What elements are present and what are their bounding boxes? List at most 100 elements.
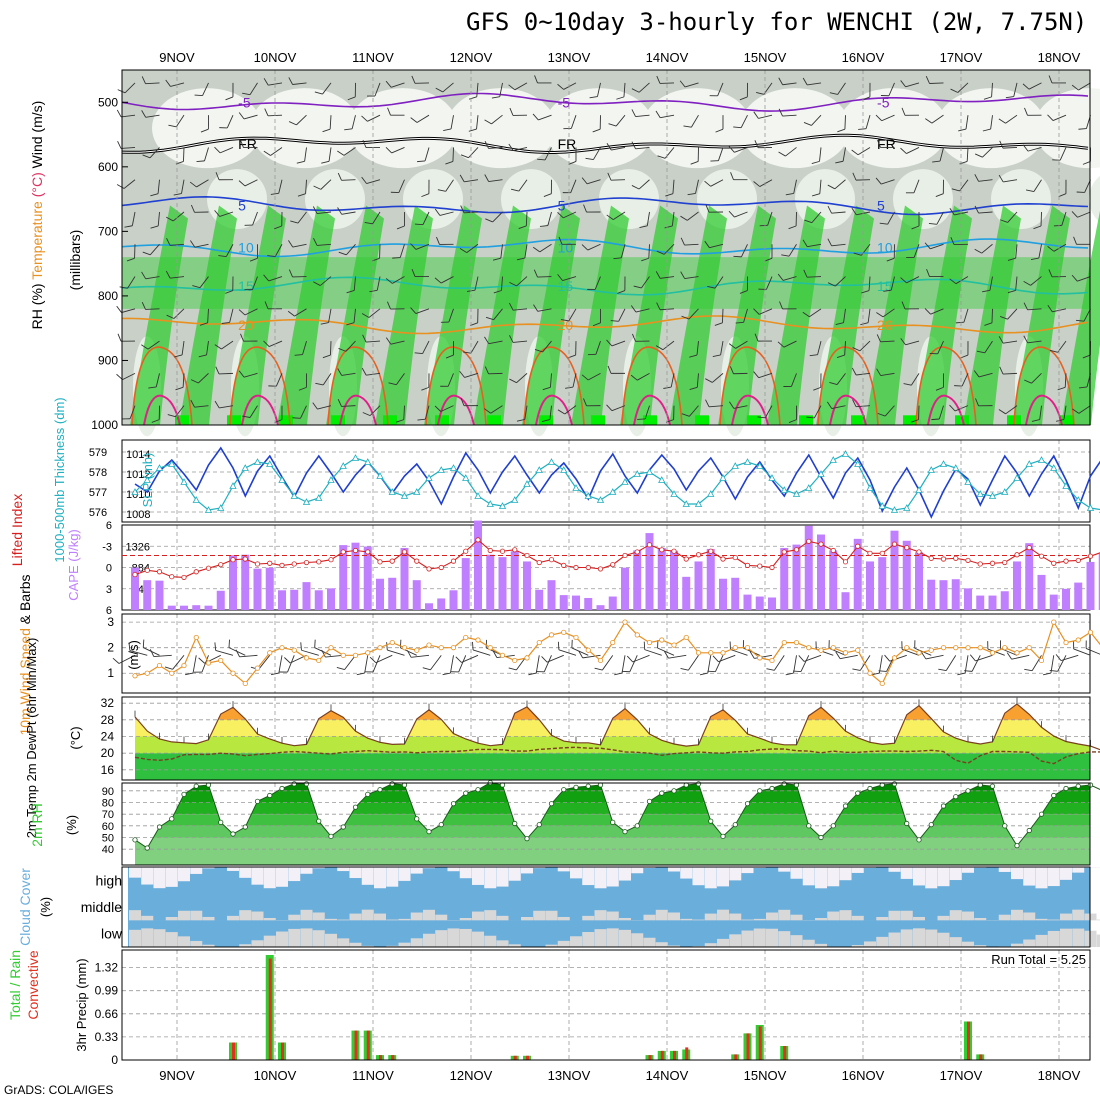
wind-barb-staff [351, 115, 356, 129]
wind-barb-flag [607, 365, 612, 374]
wind-barb-staff [670, 373, 675, 388]
wind10m-frame [121, 613, 1091, 694]
wind-barb-flag [633, 285, 642, 289]
wind-barb-flag [1022, 144, 1029, 152]
precip-convective-bar [685, 1047, 689, 1060]
wind-barb-flag [484, 140, 489, 149]
wind-barb-staff [172, 655, 185, 670]
wind-barb-staff [292, 82, 307, 85]
wind-barb [534, 340, 552, 353]
wind-barb-staff [888, 82, 895, 96]
wind-barb-flag [733, 126, 742, 129]
wind-barb [460, 147, 479, 159]
wind-barb-flag [835, 160, 844, 164]
wind-barb-staff [819, 179, 822, 194]
wind-speed-point [830, 645, 836, 651]
cloud-middle-bar [949, 910, 962, 921]
rh-band [135, 825, 1090, 838]
cloud-low-bar [668, 945, 680, 947]
wind-barb [410, 114, 430, 123]
wind-speed-point [597, 657, 604, 664]
wind-barb-flag [804, 219, 813, 224]
cloud-low-bar [1023, 939, 1036, 947]
wind-barb-staff [975, 654, 993, 662]
wind-barb-flag [788, 225, 797, 230]
wind-barb [759, 211, 773, 227]
wind-barb-flag [1072, 408, 1080, 414]
wind-barb-flag [238, 309, 246, 316]
wind-barb [781, 244, 797, 257]
cape-bar [412, 580, 421, 610]
rh-point [916, 837, 922, 843]
wind-barb-flag [534, 75, 538, 84]
wind-barb-staff [570, 179, 577, 193]
wind10m-barb [792, 655, 810, 673]
rh-point [744, 801, 751, 807]
wind-barb-flag [117, 141, 122, 149]
wind-speed-point [267, 650, 273, 656]
wind-speed-point [169, 670, 175, 676]
thickness-point [229, 482, 237, 489]
cape-bar [523, 561, 531, 610]
cape-bar [327, 588, 335, 610]
wind-barb-flag [484, 119, 492, 125]
wind-barb-staff [153, 654, 172, 658]
wind10m-barb [365, 655, 381, 673]
thickness-point [939, 460, 948, 467]
wind-speed-point [891, 655, 898, 661]
wind-barb-staff [488, 147, 503, 149]
wind-barb-flag [1053, 224, 1062, 227]
cape-bar [988, 595, 997, 610]
lifted-index-point [536, 559, 542, 566]
wind-barb [929, 340, 944, 355]
wind10m-barb [964, 655, 981, 672]
wind-barb-flag [876, 334, 881, 342]
wind-barb-flag [509, 335, 514, 343]
wind-barb [802, 77, 822, 86]
cape-bar [755, 596, 764, 610]
wind-barb-flag [949, 208, 955, 216]
wind-barb-staff [718, 147, 724, 161]
rh-point [1026, 827, 1032, 834]
wind-barb [852, 172, 871, 181]
wind-barb-flag [728, 146, 735, 153]
thickness-point [707, 490, 715, 497]
wind-barb-flag [778, 77, 784, 85]
wind-barb [705, 204, 724, 213]
precip-convective-bar [660, 1050, 664, 1060]
wind-barb-staff [329, 341, 332, 356]
wind-barb-flag [949, 278, 957, 285]
wind-barb [468, 82, 479, 100]
wind-barb [777, 273, 797, 281]
wind-barb-flag [459, 174, 465, 182]
wind-barb [190, 373, 209, 384]
cape-bar [584, 597, 593, 610]
wind-barb-flag [200, 128, 209, 133]
wind-barb-flag [528, 672, 537, 676]
cape-bar [657, 547, 666, 610]
wind-barb-staff [730, 649, 748, 656]
wind-barb [901, 107, 920, 116]
wind-speed-point [1038, 657, 1045, 664]
wind-barb-staff [715, 655, 724, 672]
wind-barb [240, 333, 258, 342]
wind-barb [861, 276, 871, 294]
wind-barb [1073, 236, 1091, 245]
wind-barb-flag [712, 354, 721, 357]
temp-band [135, 753, 1090, 780]
wind-barb-staff [931, 114, 944, 124]
cloud-middle-bar [141, 915, 154, 921]
cloud-high-bar [1072, 867, 1085, 873]
wind-barb [313, 276, 332, 286]
wind-barb-staff [991, 82, 993, 97]
wind-barb [1071, 274, 1091, 282]
thickness-point [817, 470, 825, 477]
wind-barb-flag [485, 218, 493, 223]
wind-barb-staff [961, 373, 969, 387]
wind-barb-staff [957, 82, 969, 93]
thickness-point [486, 500, 494, 507]
wind-speed-point [671, 642, 677, 648]
wind-barb-flag [581, 177, 588, 185]
rh-point [573, 784, 579, 790]
wind-barb-flag [387, 301, 391, 310]
